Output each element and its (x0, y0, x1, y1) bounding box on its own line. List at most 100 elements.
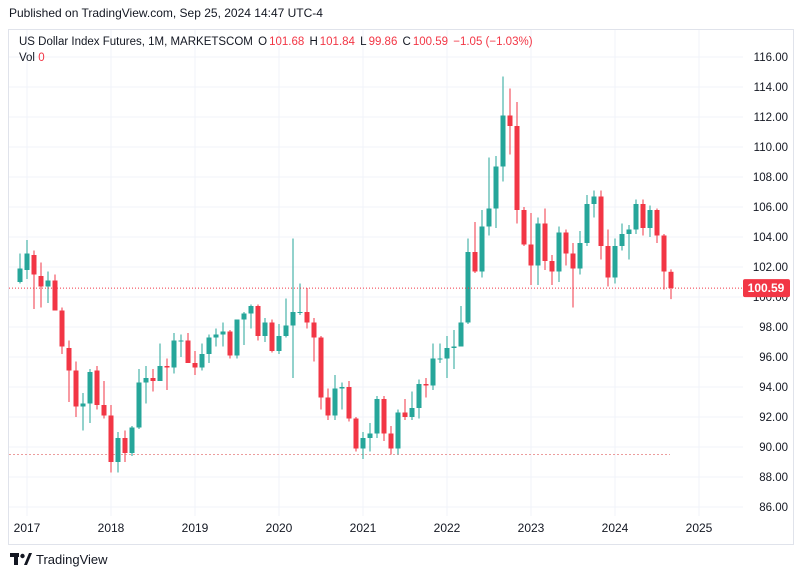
x-tick-label: 2024 (602, 521, 629, 535)
candle-body (556, 232, 562, 272)
candle-body (486, 208, 492, 227)
open-label: O (258, 36, 268, 48)
candle-body (297, 312, 303, 313)
candle-body (402, 412, 408, 417)
y-tick-label: 116.00 (754, 52, 788, 64)
volume-legend: Vol 0 (19, 52, 45, 64)
candle-body (332, 388, 338, 416)
candle-body (143, 378, 149, 383)
candle-body (549, 261, 555, 272)
candle-body (206, 337, 212, 354)
candle-body (283, 325, 289, 336)
candle-body (514, 126, 520, 210)
chart-frame (8, 29, 794, 545)
x-tick-label: 2022 (434, 521, 461, 535)
candle-body (129, 427, 135, 453)
candle-body (318, 337, 324, 398)
candle-body (451, 346, 457, 348)
y-tick-label: 104.00 (753, 232, 788, 244)
candle-body (115, 438, 121, 462)
candle-body (171, 340, 177, 368)
candle-body (164, 366, 170, 368)
candle-body (465, 252, 471, 323)
candle-body (73, 370, 79, 407)
brand-name: TradingView (36, 552, 108, 567)
candle-body (353, 418, 359, 449)
candle-body (52, 280, 58, 311)
candle-body (619, 234, 625, 246)
candle-body (150, 378, 156, 381)
low-value: 99.86 (368, 36, 398, 48)
candle-body (262, 322, 268, 336)
tradingview-logo-icon (10, 552, 32, 565)
price-axis: 86.0088.0090.0092.0094.0096.0098.00100.0… (753, 52, 788, 514)
candle-body (87, 372, 93, 404)
candle-body (367, 433, 373, 438)
x-tick-label: 2018 (98, 521, 125, 535)
candle-body (493, 166, 499, 209)
x-tick-label: 2023 (518, 521, 545, 535)
candle-body (500, 115, 506, 167)
candle-body (290, 312, 296, 326)
y-tick-label: 98.00 (759, 322, 788, 334)
candle-body (122, 438, 128, 453)
candle-body (80, 403, 86, 407)
candle-body (66, 348, 72, 371)
candle-body (59, 310, 65, 347)
candle-body (220, 331, 226, 335)
high-label: H (309, 36, 318, 48)
candle-body (185, 340, 191, 363)
symbol-name: US Dollar Index Futures, 1M, MARKETSCOM (19, 36, 253, 48)
x-tick-label: 2017 (14, 521, 41, 535)
x-tick-label: 2021 (350, 521, 377, 535)
candle-body (136, 382, 142, 428)
candle-body (388, 433, 394, 449)
y-tick-label: 92.00 (759, 412, 788, 424)
candle-body (17, 268, 23, 282)
candle-body (577, 243, 583, 269)
candle-body (199, 354, 205, 368)
y-tick-label: 102.00 (753, 262, 788, 274)
y-tick-label: 94.00 (759, 382, 788, 394)
candle-body (227, 331, 233, 356)
candle-body (472, 252, 478, 272)
candle-body (612, 246, 618, 278)
candle-body (661, 235, 667, 272)
candle-body (45, 280, 51, 287)
candle-body (213, 334, 219, 338)
x-tick-label: 2020 (266, 521, 293, 535)
vol-label: Vol (19, 52, 35, 64)
close-value: 100.59 (412, 36, 449, 48)
y-tick-label: 86.00 (759, 502, 788, 514)
vol-value: 0 (38, 52, 45, 64)
last-price-tag: 100.59 (743, 279, 790, 298)
candle-body (255, 306, 261, 336)
close-label: C (402, 36, 411, 48)
candle-body (542, 223, 548, 261)
candle-body (430, 358, 436, 386)
candle-body (626, 229, 632, 234)
y-tick-label: 88.00 (759, 472, 788, 484)
published-info: Published on TradingView.com, Sep 25, 20… (9, 6, 323, 20)
x-tick-label: 2025 (686, 521, 713, 535)
candle-body (157, 366, 163, 381)
candles (17, 76, 674, 473)
brand[interactable]: TradingView (10, 552, 108, 567)
candle-body (395, 412, 401, 449)
candle-body (108, 415, 114, 462)
candle-body (94, 370, 100, 405)
candle-body (304, 312, 310, 323)
candle-body (598, 196, 604, 246)
x-tick-label: 2019 (182, 521, 209, 535)
candle-body (591, 196, 597, 204)
candle-body (458, 322, 464, 347)
candle-body (360, 438, 366, 449)
candle-body (479, 226, 485, 272)
change-value: −1.05 (−1.03%) (453, 36, 533, 48)
candle-body (535, 223, 541, 266)
y-tick-label: 112.00 (754, 112, 788, 124)
y-tick-label: 96.00 (759, 352, 788, 364)
y-tick-label: 114.00 (754, 82, 788, 94)
candle-body (416, 384, 422, 408)
